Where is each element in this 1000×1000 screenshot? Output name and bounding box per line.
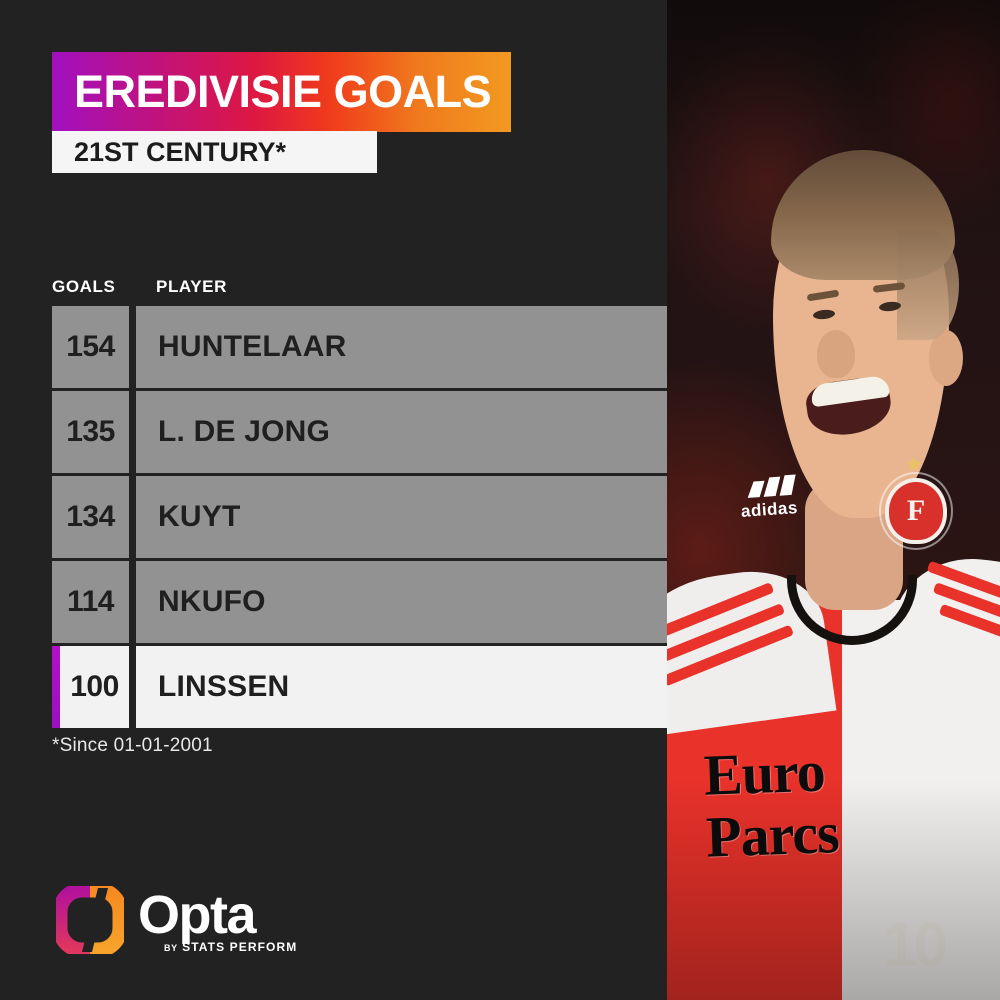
- player-name: L. DE JONG: [158, 415, 331, 448]
- goals-value: 154: [66, 330, 115, 363]
- left-panel: EREDIVISIE GOALS 21ST CENTURY* GOALS PLA…: [52, 52, 667, 956]
- adidas-logo-icon: [747, 473, 797, 498]
- player-hair-fade: [897, 230, 959, 340]
- goals-value: 100: [70, 670, 119, 703]
- table-row-highlighted: 100 LINSSEN: [52, 646, 667, 728]
- opta-wordmark: Opta: [138, 885, 257, 945]
- opta-mark-icon: [56, 886, 124, 954]
- jersey-sponsor: Euro Parcs: [702, 735, 977, 870]
- cell-player: KUYT: [136, 476, 667, 558]
- player-name: LINSSEN: [158, 670, 290, 703]
- player-name: HUNTELAAR: [158, 330, 347, 363]
- cell-divider: [129, 646, 136, 728]
- cell-goals: 100: [60, 646, 129, 728]
- cell-divider: [129, 391, 136, 473]
- cell-goals: 154: [52, 306, 129, 388]
- goals-value: 114: [67, 585, 114, 618]
- table-row: 135 L. DE JONG: [52, 391, 667, 473]
- table-column-headers: GOALS PLAYER: [52, 277, 652, 299]
- cell-player: HUNTELAAR: [136, 306, 667, 388]
- cell-goals: 135: [52, 391, 129, 473]
- table-row: 154 HUNTELAAR: [52, 306, 667, 388]
- row-accent-bar: [52, 646, 60, 728]
- ranking-table: 154 HUNTELAAR 135 L. DE JONG: [52, 306, 667, 731]
- opta-stats-perform-text: STATS PERFORM: [182, 940, 298, 954]
- cell-goals: 114: [52, 561, 129, 643]
- page-subtitle: 21ST CENTURY*: [74, 136, 287, 167]
- opta-sublabel: BY STATS PERFORM: [164, 940, 297, 954]
- player-photo: adidas ★ F Euro Parcs 10: [667, 0, 1000, 1000]
- opta-by-text: BY: [164, 943, 178, 953]
- sponsor-line-1: Euro: [702, 738, 826, 808]
- cell-player: L. DE JONG: [136, 391, 667, 473]
- crest-letter: F: [906, 494, 926, 527]
- player-name: KUYT: [158, 500, 241, 533]
- crest-outer-ring: [879, 472, 953, 550]
- goals-value: 135: [66, 415, 115, 448]
- cell-divider: [129, 306, 136, 388]
- player-name: NKUFO: [158, 585, 266, 618]
- footnote: *Since 01-01-2001: [52, 735, 213, 756]
- jersey-star-icon: ★: [905, 454, 923, 476]
- column-header-player: PLAYER: [156, 277, 227, 296]
- cell-player: NKUFO: [136, 561, 667, 643]
- cell-player: LINSSEN: [136, 646, 667, 728]
- table-row: 114 NKUFO: [52, 561, 667, 643]
- title-banner: EREDIVISIE GOALS: [52, 52, 511, 132]
- subtitle-banner: 21ST CENTURY*: [52, 131, 377, 173]
- jersey-number: 10: [883, 911, 948, 980]
- adidas-wordmark: adidas: [740, 498, 799, 521]
- sponsor-line-2: Parcs: [705, 800, 840, 870]
- player-nose: [817, 330, 855, 378]
- cell-goals: 134: [52, 476, 129, 558]
- opta-logo: Opta BY STATS PERFORM: [56, 884, 316, 956]
- page-title: EREDIVISIE GOALS: [74, 66, 492, 117]
- cell-divider: [129, 561, 136, 643]
- feyenoord-crest-icon: F: [885, 478, 947, 544]
- table-row: 134 KUYT: [52, 476, 667, 558]
- goals-value: 134: [66, 500, 115, 533]
- column-header-goals: GOALS: [52, 277, 116, 296]
- player-ear: [929, 330, 963, 386]
- cell-divider: [129, 476, 136, 558]
